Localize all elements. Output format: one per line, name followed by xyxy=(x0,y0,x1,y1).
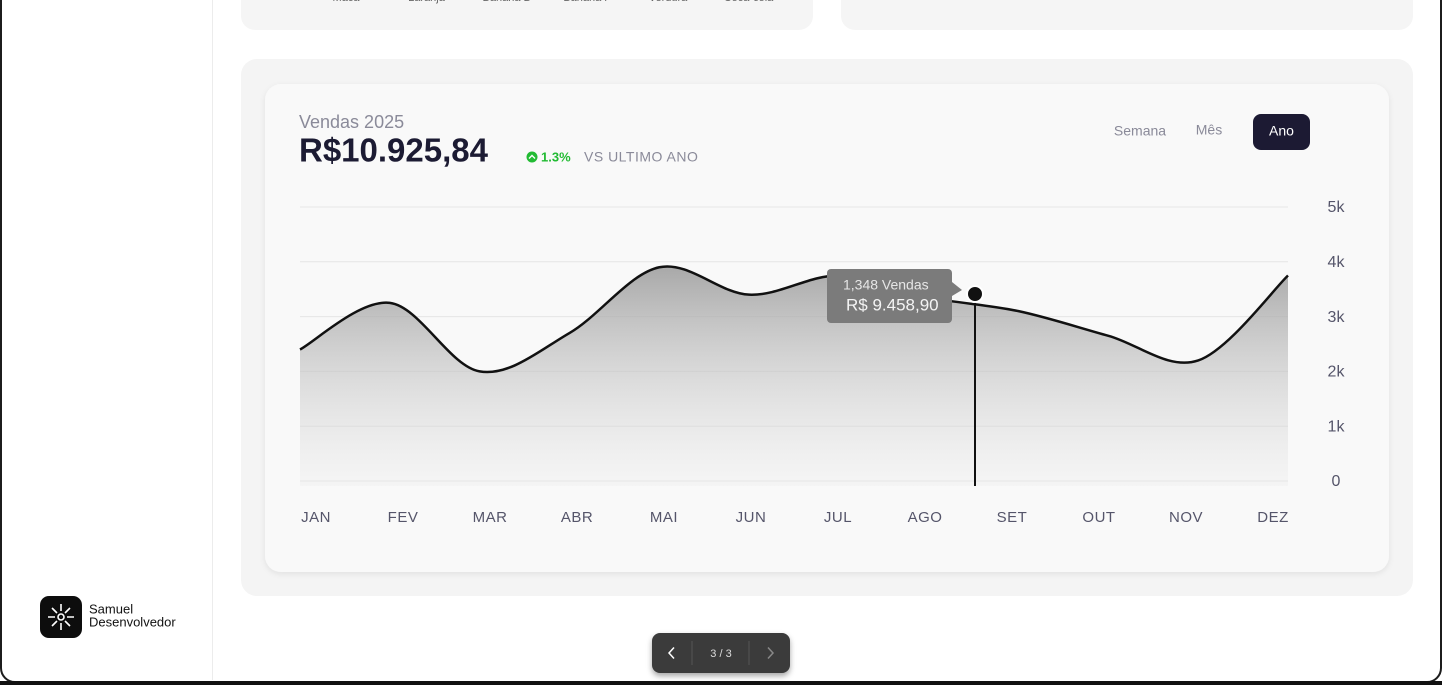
tooltip-count: 1,348 Vendas xyxy=(843,277,929,293)
brand-name: Samuel xyxy=(89,601,133,616)
y-tick-label: 0 xyxy=(1332,473,1341,490)
y-tick-label: 3k xyxy=(1328,309,1346,326)
x-tick-label: DEZ xyxy=(1257,509,1289,526)
chart-title: Vendas 2025 xyxy=(299,112,404,132)
x-tick-label: OUT xyxy=(1082,509,1115,526)
x-tick-label: JUN xyxy=(736,509,767,526)
change-arrow xyxy=(528,154,536,159)
category-label: Coca-cola xyxy=(724,0,774,4)
x-tick-label: JAN xyxy=(301,509,331,526)
category-label: Verdura xyxy=(649,0,688,4)
period-button[interactable]: Semana xyxy=(1114,123,1166,139)
period-button[interactable]: Ano xyxy=(1269,123,1294,139)
tooltip-pointer xyxy=(952,282,962,296)
change-icon xyxy=(526,151,538,163)
brand-logo xyxy=(40,596,82,638)
y-tick-label: 4k xyxy=(1328,254,1346,271)
x-tick-label: SET xyxy=(997,509,1028,526)
tooltip xyxy=(827,269,952,323)
next-button[interactable] xyxy=(767,646,775,660)
page-indicator: 3 / 3 xyxy=(710,648,731,660)
pagination xyxy=(652,633,790,673)
top-card xyxy=(241,0,813,30)
y-tick-label: 1k xyxy=(1328,418,1346,435)
area xyxy=(300,266,1288,486)
total-value: R$10.925,84 xyxy=(299,132,489,169)
category-label: Laranja xyxy=(408,0,446,4)
category-label: Maca xyxy=(333,0,361,4)
x-tick-label: AGO xyxy=(908,509,943,526)
y-tick-label: 2k xyxy=(1328,364,1346,381)
category-label: Banana P xyxy=(563,0,611,4)
x-tick-label: FEV xyxy=(388,509,419,526)
brand-logo-mark xyxy=(48,604,74,630)
x-tick-label: MAI xyxy=(650,509,678,526)
x-tick-label: NOV xyxy=(1169,509,1203,526)
x-tick-label: MAR xyxy=(473,509,508,526)
x-tick-label: ABR xyxy=(561,509,593,526)
change-label: VS ULTIMO ANO xyxy=(584,149,698,165)
hover-dot xyxy=(966,285,984,303)
window-bottom xyxy=(0,681,1442,685)
x-tick-label: JUL xyxy=(824,509,852,526)
period-button-active[interactable] xyxy=(1253,114,1310,150)
change-value: 1.3% xyxy=(541,149,571,164)
top-card xyxy=(841,0,1413,30)
tooltip-amount: R$ 9.458,90 xyxy=(846,295,939,314)
line xyxy=(299,265,1289,374)
period-button[interactable]: Mês xyxy=(1196,122,1222,138)
y-tick-label: 5k xyxy=(1328,199,1346,216)
category-label: Banana D xyxy=(483,0,532,4)
prev-button[interactable] xyxy=(667,646,675,660)
brand-name: Desenvolvedor xyxy=(89,614,176,629)
